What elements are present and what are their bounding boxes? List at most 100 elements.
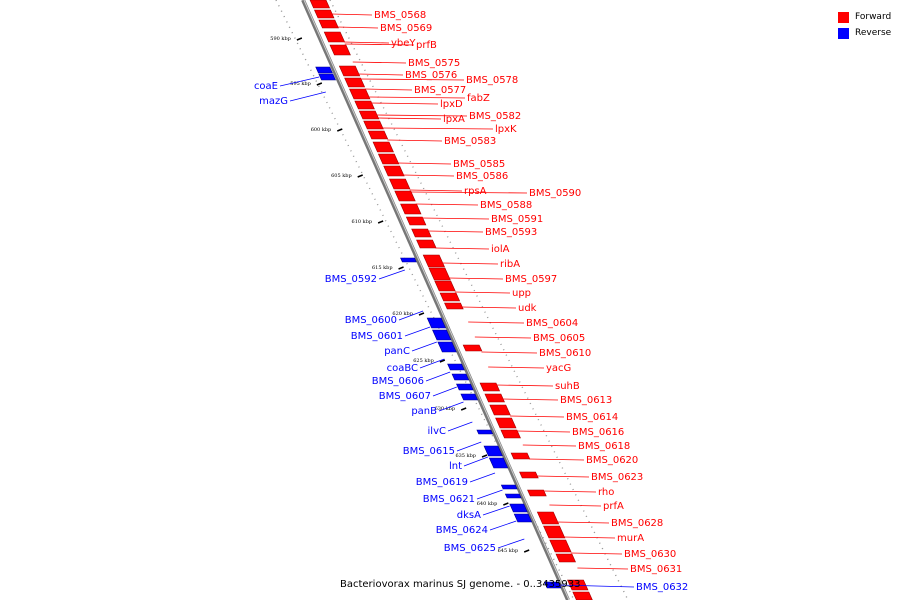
gene-label[interactable]: BMS_0569: [380, 23, 432, 34]
gene-label[interactable]: BMS_0600: [345, 315, 397, 326]
reverse-gene-arrow: [456, 383, 474, 391]
leader-line: [425, 371, 451, 382]
leader-line: [543, 490, 597, 493]
reverse-gene-arrow: [460, 393, 479, 401]
gene-label[interactable]: BMS_0616: [572, 427, 624, 438]
gene-label[interactable]: BMS_0606: [372, 376, 424, 387]
gene-label[interactable]: BMS_0607: [379, 391, 431, 402]
gene-label[interactable]: lpxD: [440, 99, 463, 110]
leader-line: [343, 41, 390, 44]
leader-line: [481, 351, 538, 354]
gene-label[interactable]: coaBC: [387, 363, 418, 374]
gene-label[interactable]: BMS_0585: [453, 159, 505, 170]
gene-label[interactable]: BMS_0577: [414, 85, 466, 96]
gene-label[interactable]: BMS_0605: [533, 333, 585, 344]
gene-label[interactable]: BMS_0591: [491, 214, 543, 225]
gene-label[interactable]: BMS_0601: [351, 331, 403, 342]
leader-line: [279, 76, 320, 87]
forward-gene-arrow: [572, 591, 593, 600]
gene-label[interactable]: BMS_0575: [408, 58, 460, 69]
tick-mark: [418, 312, 425, 316]
gene-label[interactable]: yacG: [546, 363, 571, 374]
gene-label[interactable]: BMS_0618: [578, 441, 630, 452]
gene-label[interactable]: BMS_0586: [456, 171, 508, 182]
forward-gene-arrow: [372, 141, 394, 153]
reverse-gene-arrow: [500, 484, 518, 490]
gene-label[interactable]: rpsA: [464, 186, 487, 197]
reverse-gene-arrow: [513, 513, 533, 523]
gene-label[interactable]: ybeY: [391, 38, 416, 49]
gene-label[interactable]: murA: [617, 533, 644, 544]
gene-label[interactable]: BMS_0619: [416, 477, 468, 488]
leader-line: [422, 217, 490, 220]
forward-gene-arrow: [555, 553, 576, 563]
tick-mark: [398, 266, 404, 270]
gene-label[interactable]: rho: [598, 487, 614, 498]
forward-gene-arrow: [338, 65, 361, 77]
gene-label[interactable]: BMS_0623: [591, 472, 643, 483]
gene-label[interactable]: BMS_0631: [630, 564, 682, 575]
leader-line: [344, 43, 415, 46]
gene-label[interactable]: udk: [518, 303, 537, 314]
leader-line: [432, 386, 457, 397]
legend-forward-label: Forward: [855, 12, 892, 22]
forward-gene-arrow: [527, 489, 547, 497]
gene-label[interactable]: lpxA: [443, 114, 465, 125]
forward-gene-arrow: [495, 417, 517, 429]
gene-label[interactable]: mazG: [259, 96, 288, 107]
reverse-swatch: [838, 27, 849, 39]
gene-label[interactable]: panB: [411, 406, 437, 417]
gene-label[interactable]: BMS_0620: [586, 455, 638, 466]
gene-label[interactable]: iolA: [491, 244, 510, 255]
gene-label[interactable]: BMS_0615: [403, 446, 455, 457]
forward-gene-arrow: [367, 130, 389, 140]
forward-gene-arrow: [318, 19, 339, 29]
gene-label[interactable]: prfA: [603, 501, 624, 512]
gene-label[interactable]: BMS_0592: [325, 274, 377, 285]
gene-label[interactable]: BMS_0613: [560, 395, 612, 406]
gene-label[interactable]: dksA: [457, 510, 481, 521]
gene-label[interactable]: BMS_0632: [636, 582, 688, 593]
gene-label[interactable]: BMS_0568: [374, 10, 426, 21]
gene-label[interactable]: BMS_0604: [526, 318, 578, 329]
leader-line: [427, 230, 484, 233]
gene-label[interactable]: fabZ: [467, 93, 490, 104]
leader-line: [468, 321, 525, 324]
forward-gene-arrow: [500, 429, 521, 439]
gene-label[interactable]: BMS_0576: [405, 70, 457, 81]
gene-label[interactable]: coaE: [254, 81, 278, 92]
gene-label[interactable]: BMS_0590: [529, 188, 581, 199]
gene-label[interactable]: ilvC: [428, 426, 446, 437]
gene-label[interactable]: BMS_0614: [566, 412, 618, 423]
leader-line: [370, 102, 439, 105]
gene-label[interactable]: BMS_0583: [444, 136, 496, 147]
forward-gene-arrow: [462, 344, 483, 352]
forward-gene-arrow: [428, 267, 451, 281]
gene-label[interactable]: lpxK: [495, 124, 517, 135]
tick-label: 625 kbp: [413, 358, 434, 364]
tick-mark: [439, 359, 446, 363]
gene-label[interactable]: prfB: [416, 40, 437, 51]
gene-label[interactable]: suhB: [555, 381, 580, 392]
gene-label[interactable]: BMS_0630: [624, 549, 676, 560]
gene-label[interactable]: BMS_0624: [436, 525, 488, 536]
gene-label[interactable]: panC: [384, 346, 410, 357]
gene-label[interactable]: BMS_0597: [505, 274, 557, 285]
reverse-gene-arrow: [451, 373, 470, 381]
gene-label[interactable]: BMS_0582: [469, 111, 521, 122]
gene-label[interactable]: upp: [512, 288, 531, 299]
gene-arrows: [309, 0, 593, 600]
gene-label[interactable]: BMS_0578: [466, 75, 518, 86]
gene-label[interactable]: lnt: [449, 461, 462, 472]
gene-label[interactable]: BMS_0628: [611, 518, 663, 529]
gene-label[interactable]: BMS_0588: [480, 200, 532, 211]
gene-labels[interactable]: BMS_0568 BMS_0569 ybeY prfB BMS_0575BMS_0576…: [254, 10, 688, 593]
leader-line: [398, 310, 424, 321]
gene-label[interactable]: BMS_0625: [444, 543, 496, 554]
gene-label[interactable]: BMS_0621: [423, 494, 475, 505]
gene-label[interactable]: BMS_0593: [485, 227, 537, 238]
gene-label[interactable]: ribA: [500, 259, 520, 270]
gene-label[interactable]: BMS_0610: [539, 348, 591, 359]
tick-mark: [357, 174, 363, 178]
